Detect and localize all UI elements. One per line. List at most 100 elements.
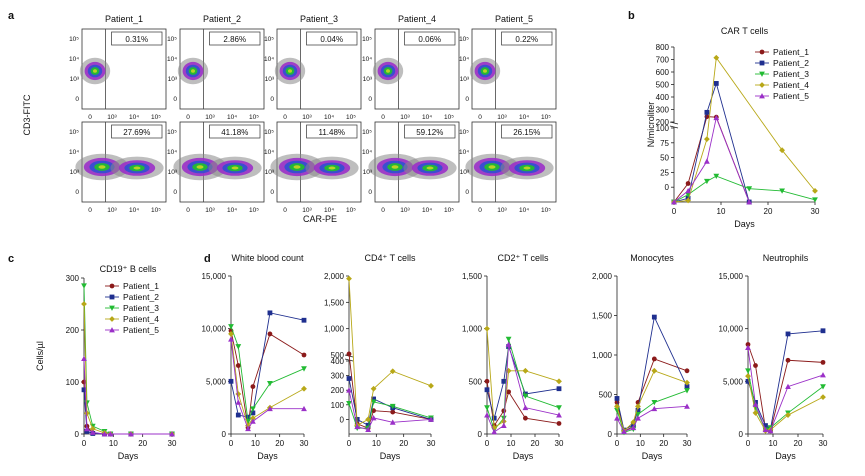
x-tick-label-d5: 20 xyxy=(794,439,803,448)
flow-x-tick: 0 xyxy=(88,114,92,121)
data-point-Patient_4 xyxy=(228,331,234,337)
flow-y-tick: 10⁴ xyxy=(167,56,177,63)
legend-marker-Patient_5 xyxy=(109,327,115,333)
series-line-Patient_2 xyxy=(348,378,432,426)
flow-column-title: Patient_4 xyxy=(398,14,436,24)
flow-x-tick: 0 xyxy=(381,114,385,121)
data-point-Patient_1 xyxy=(390,409,396,415)
series-line-Patient_2 xyxy=(616,315,688,431)
flow-y-tick: 10⁵ xyxy=(459,36,469,43)
flow-column-title: Patient_1 xyxy=(105,14,143,24)
data-point-Patient_5 xyxy=(354,423,361,430)
data-point-Patient_3 xyxy=(635,411,641,418)
car-positive-population-layer xyxy=(523,166,531,170)
series-line-Patient_3 xyxy=(348,401,432,429)
y-tick-label-d3: 1,000 xyxy=(462,325,483,334)
series-line-Patient_4 xyxy=(616,370,688,432)
legend-marker-Patient_4 xyxy=(109,316,115,322)
y-tick-label-b: 800 xyxy=(656,43,670,52)
percentage-box xyxy=(306,31,358,46)
x-axis-label-d1: Days xyxy=(257,451,278,461)
percentage-box xyxy=(404,124,456,139)
y-tick-label-d2: 200 xyxy=(331,386,345,395)
data-point-Patient_2 xyxy=(713,81,719,86)
axis-break-d2 xyxy=(345,356,353,360)
data-point-Patient_1 xyxy=(346,351,352,357)
x-tick-label-d3: 0 xyxy=(485,439,490,448)
x-tick-label-b: 0 xyxy=(672,207,677,216)
data-point-Patient_2 xyxy=(484,387,490,393)
y-axis-label-b: N/microliter xyxy=(646,102,656,148)
x-axis-label-d2: Days xyxy=(380,451,401,461)
data-point-Patient_5 xyxy=(101,431,108,437)
data-point-Patient_4 xyxy=(651,367,658,374)
data-point-Patient_4 xyxy=(301,385,307,392)
data-point-Patient_3 xyxy=(235,344,242,350)
data-point-Patient_3 xyxy=(522,393,529,399)
flow-y-tick: 10³ xyxy=(460,169,470,176)
percentage-label: 27.69% xyxy=(123,128,150,137)
flow-y-tick: 10⁴ xyxy=(362,149,372,156)
y-tick-label-b: 600 xyxy=(656,68,670,77)
data-point-Patient_5 xyxy=(505,341,512,347)
data-point-Patient_4 xyxy=(250,415,256,422)
flow-x-tick: 10³ xyxy=(302,207,312,214)
y-tick-label-b: 75 xyxy=(660,139,669,148)
percentage-box xyxy=(209,124,261,139)
flow-x-tick: 10³ xyxy=(205,207,215,214)
flow-y-tick: 10⁴ xyxy=(69,56,79,63)
data-point-Patient_5 xyxy=(89,429,96,435)
data-point-Patient_5 xyxy=(820,372,826,378)
y-tick-label-d1: 10,000 xyxy=(202,325,227,334)
flow-x-axis-label: CAR-PE xyxy=(303,214,337,224)
legend-marker-Patient_1 xyxy=(109,283,115,289)
data-point-Patient_5 xyxy=(267,405,273,412)
cell-population-layer xyxy=(191,69,195,73)
car-positive-population xyxy=(208,156,262,180)
flow-x-tick: 10⁴ xyxy=(324,114,334,121)
data-point-Patient_2 xyxy=(745,378,751,384)
data-point-Patient_5 xyxy=(767,427,774,434)
flow-x-tick: 10⁴ xyxy=(519,207,529,214)
y-tick-label-d2: 1,500 xyxy=(324,298,345,307)
data-point-Patient_5 xyxy=(250,418,256,424)
x-tick-label-c: 30 xyxy=(168,439,177,448)
flow-x-tick: 10⁵ xyxy=(346,114,356,121)
cell-population-layer xyxy=(483,69,487,73)
data-point-Patient_2 xyxy=(704,109,710,115)
flow-x-tick: 0 xyxy=(186,207,190,214)
percentage-label: 0.22% xyxy=(515,35,538,44)
cell-population xyxy=(79,57,111,85)
x-tick-label-c: 20 xyxy=(138,439,147,448)
flow-y-tick: 0 xyxy=(368,96,372,103)
series-line-Patient_3 xyxy=(230,326,305,422)
data-point-Patient_5 xyxy=(389,419,396,425)
percentage-label: 2.86% xyxy=(223,35,246,44)
y-tick-label-b: 700 xyxy=(656,56,670,65)
y-tick-label-d1: 5,000 xyxy=(206,377,227,386)
data-point-Patient_5 xyxy=(107,431,114,437)
flow-y-tick: 10³ xyxy=(70,76,80,83)
data-point-Patient_3 xyxy=(250,406,256,412)
flow-x-tick: 10⁵ xyxy=(346,207,356,214)
percentage-label: 59.12% xyxy=(416,128,443,137)
flow-x-tick: 0 xyxy=(88,207,92,214)
data-point-Patient_2 xyxy=(820,328,826,334)
x-tick-label-d5: 0 xyxy=(746,439,751,448)
x-axis-label-b: Days xyxy=(734,219,755,229)
percentage-label: 26.15% xyxy=(513,128,540,137)
x-tick-label-d4: 30 xyxy=(683,439,692,448)
percentage-box xyxy=(501,31,553,46)
data-point-Patient_4 xyxy=(685,197,691,204)
data-point-Patient_5 xyxy=(671,199,677,205)
flow-x-tick: 10³ xyxy=(400,114,410,121)
data-point-Patient_5 xyxy=(500,422,507,428)
data-point-Patient_2 xyxy=(81,387,87,393)
chart-title-d2: CD4⁺ T cells xyxy=(365,253,416,263)
y-tick-label-b: 25 xyxy=(660,168,669,177)
x-tick-label-b: 10 xyxy=(717,207,726,216)
flow-x-tick: 10³ xyxy=(400,207,410,214)
x-tick-label-c: 10 xyxy=(109,439,118,448)
data-point-Patient_3 xyxy=(301,366,307,372)
